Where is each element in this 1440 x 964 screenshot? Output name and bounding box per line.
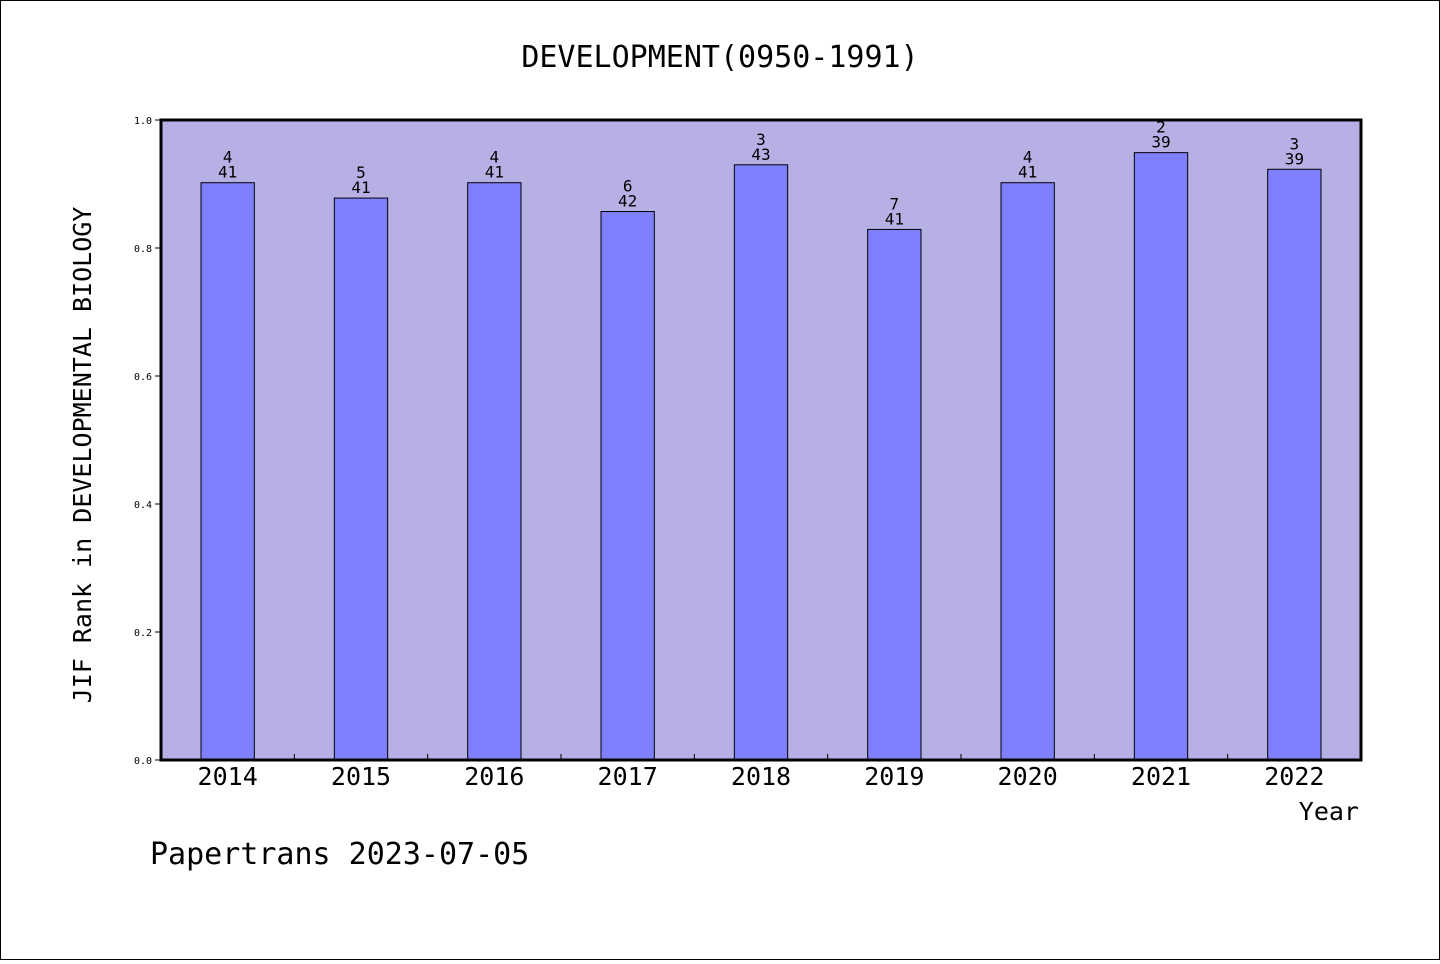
total-label: 41	[218, 163, 237, 182]
y-tick-label: 0.0	[134, 756, 152, 767]
footer-credit: Papertrans 2023-07-05	[150, 837, 529, 872]
total-label: 42	[618, 192, 637, 211]
y-axis: 0.0 0.2 0.4 0.6 0.8 1.0	[134, 116, 161, 767]
y-tick-label: 1.0	[134, 116, 152, 127]
total-label: 41	[885, 209, 904, 228]
total-label: 41	[351, 178, 370, 197]
x-tick-label: 2022	[1264, 762, 1324, 791]
rank-label: 4	[1023, 148, 1033, 167]
bar-2020	[1000, 182, 1055, 761]
bar-2015	[333, 197, 389, 761]
x-tick-label: 2014	[198, 762, 258, 791]
rank-label: 3	[1290, 134, 1300, 153]
bar-2019	[867, 228, 922, 761]
chart-title: DEVELOPMENT(0950-1991)	[521, 40, 918, 75]
x-axis: 2014 2015 2016 2017 2018 2019 2020 2021 2022	[198, 754, 1324, 791]
x-tick-label: 2019	[864, 762, 924, 791]
total-label: 39	[1285, 149, 1304, 168]
x-tick-label: 2016	[464, 762, 524, 791]
rank-label: 7	[890, 194, 900, 213]
x-tick-label: 2017	[598, 762, 658, 791]
total-label: 39	[1151, 133, 1170, 152]
bar-2014	[200, 182, 255, 761]
bar-2018	[733, 164, 789, 761]
rank-label: 4	[490, 148, 500, 167]
x-tick-label: 2020	[998, 762, 1058, 791]
bar-2017	[600, 211, 655, 761]
y-tick-label: 0.6	[134, 372, 152, 383]
x-tick-label: 2018	[731, 762, 791, 791]
total-label: 43	[751, 145, 770, 164]
total-label: 41	[1018, 163, 1037, 182]
rank-label: 5	[356, 163, 366, 182]
bar-series	[200, 152, 1322, 761]
x-tick-label: 2021	[1131, 762, 1191, 791]
plot-border	[159, 118, 1363, 762]
y-tick-label: 0.2	[134, 628, 152, 639]
total-label: 41	[485, 163, 504, 182]
rank-label: 6	[623, 177, 633, 196]
rank-label: 3	[756, 130, 766, 149]
y-tick-label: 0.4	[134, 500, 152, 511]
y-tick-label: 0.8	[134, 244, 152, 255]
bar-2021	[1133, 152, 1189, 761]
y-axis-label: JIF Rank in DEVELOPMENTAL BIOLOGY	[68, 207, 97, 704]
bar-2022	[1267, 168, 1322, 761]
bar-2016	[467, 182, 522, 761]
x-axis-label: Year	[1299, 797, 1359, 826]
rank-label: 2	[1156, 118, 1166, 137]
x-tick-label: 2015	[331, 762, 391, 791]
rank-label: 4	[223, 148, 233, 167]
